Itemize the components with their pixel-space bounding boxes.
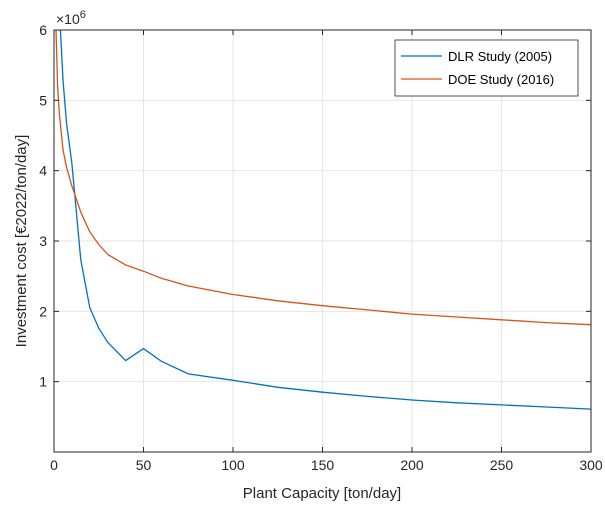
x-axis-label: Plant Capacity [ton/day] (243, 485, 401, 502)
x-tick-label: 200 (400, 457, 424, 473)
y-tick-label: 4 (39, 163, 47, 179)
x-tick-label: 150 (311, 457, 335, 473)
legend-box (394, 39, 579, 97)
grid (54, 30, 591, 452)
y-tick-label: 3 (39, 233, 47, 249)
x-tick-label: 100 (221, 457, 245, 473)
y-axis-label: Investment cost [€2022/ton/day] (13, 135, 30, 348)
tick-labels: 0 50 100 150 200 250 300 1 2 3 4 5 6 (39, 22, 603, 473)
x-tick-label: 50 (136, 457, 152, 473)
axis-ticks (53, 29, 592, 452)
y-axis-exponent: ×106 (56, 9, 86, 27)
legend-label-dlr: DLR Study (2005) (448, 49, 552, 64)
y-axis-exponent-base: ×10 (56, 11, 80, 27)
y-tick-label: 5 (39, 92, 47, 108)
y-tick-label: 6 (39, 22, 47, 38)
y-tick-label: 1 (39, 374, 47, 390)
y-axis-exponent-power: 6 (80, 9, 86, 21)
x-tick-label: 300 (579, 457, 603, 473)
x-tick-label: 0 (50, 457, 58, 473)
y-tick-label: 2 (39, 303, 47, 319)
legend: DLR Study (2005) DOE Study (2016) (394, 39, 579, 97)
series-line-doe (55, 30, 591, 326)
x-tick-label: 250 (490, 457, 514, 473)
legend-label-doe: DOE Study (2016) (448, 72, 554, 87)
series-lines (55, 30, 591, 410)
series-line-dlr (59, 30, 591, 410)
